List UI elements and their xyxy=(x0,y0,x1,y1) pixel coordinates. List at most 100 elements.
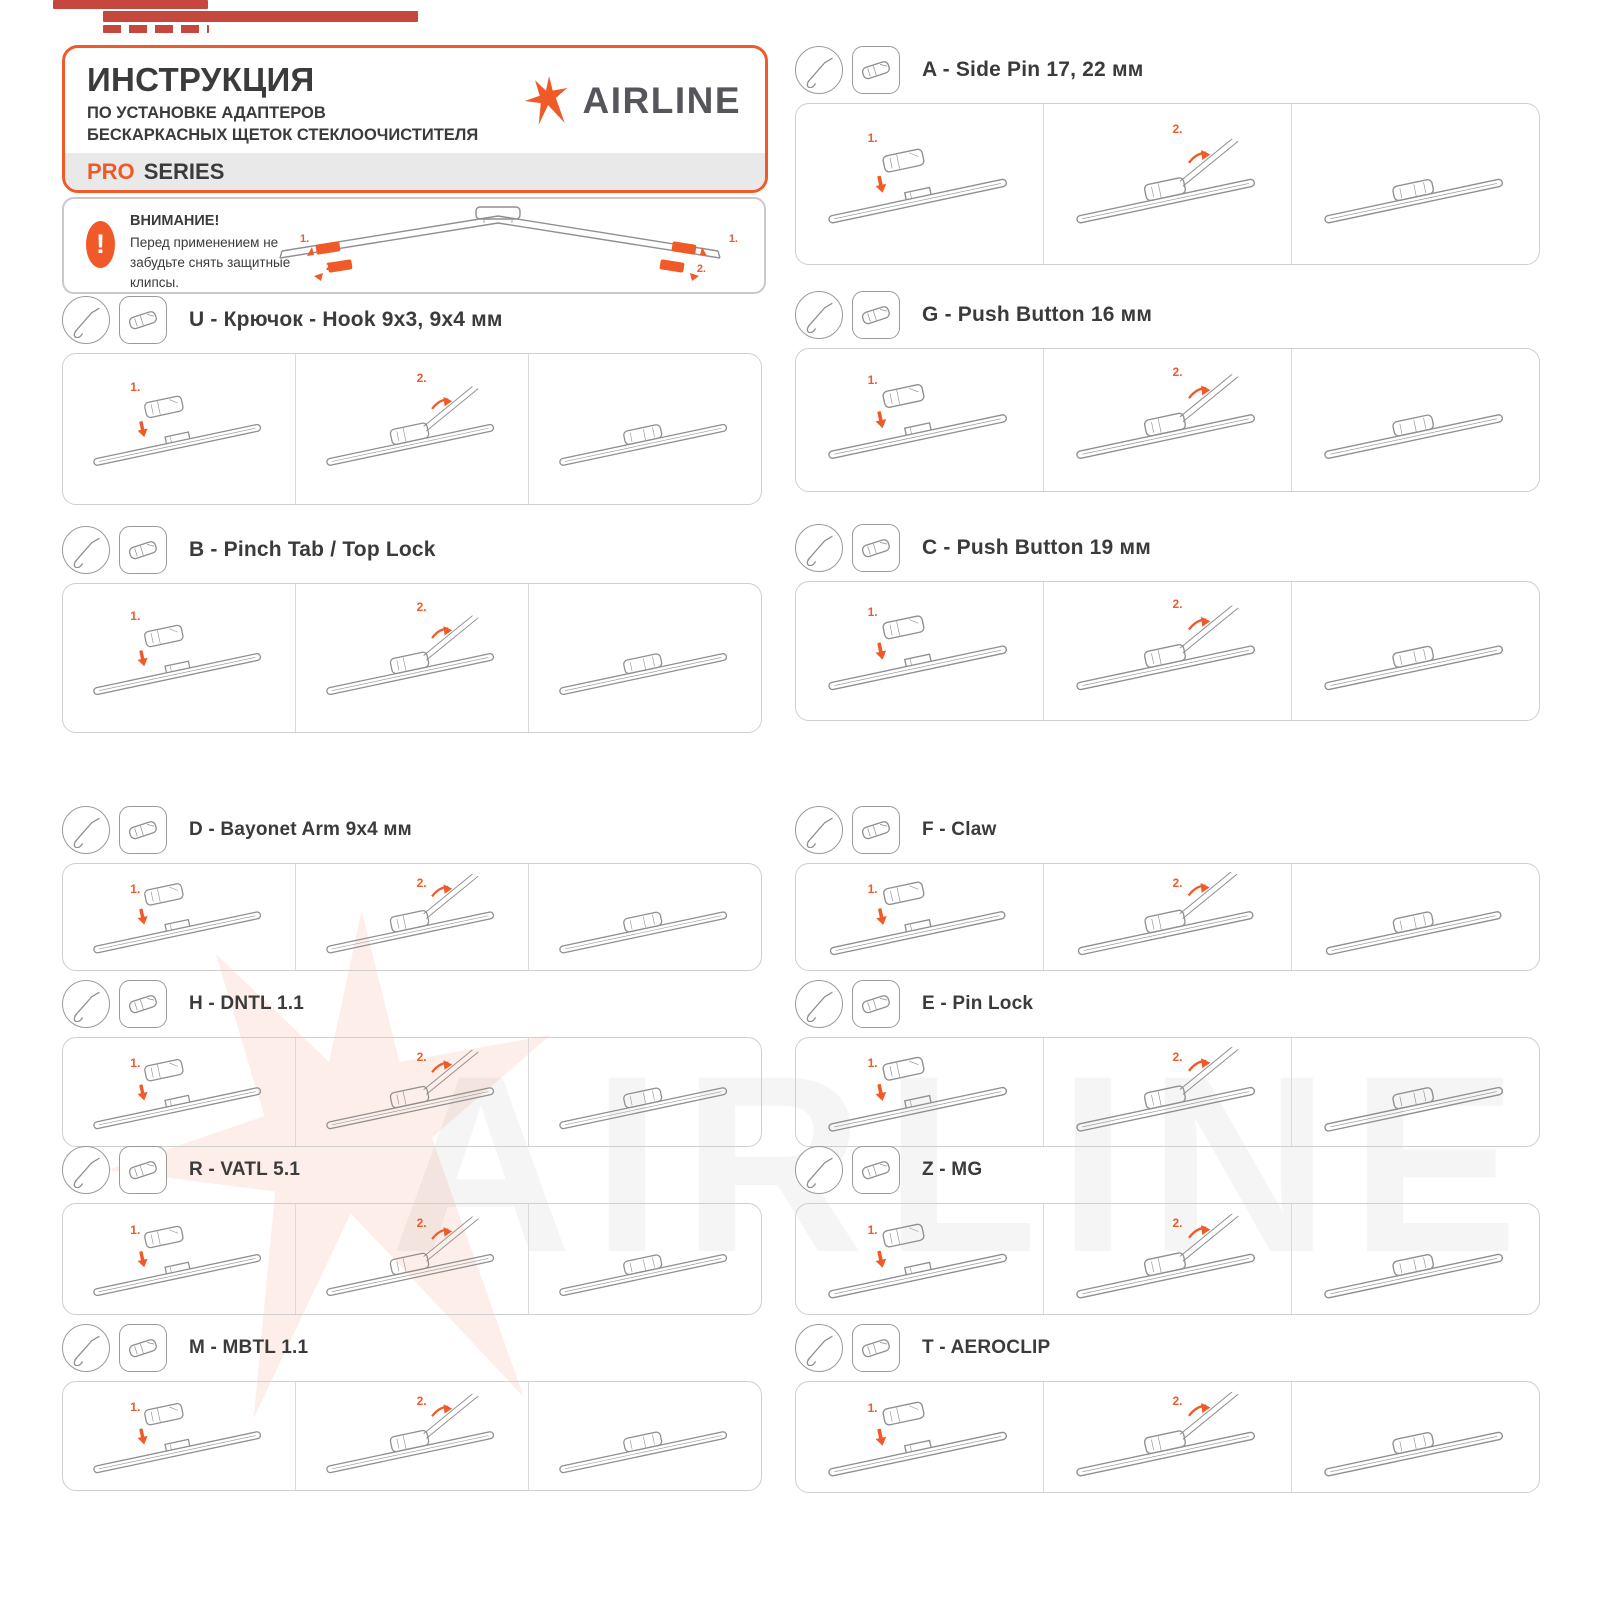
clip-step-number: 2. xyxy=(326,261,336,273)
wiper-arm-icon xyxy=(62,806,110,854)
cropped-print-artifact xyxy=(103,11,418,22)
step-number: 2. xyxy=(1172,364,1183,379)
step-2-illustration: 2. xyxy=(295,354,528,504)
wiper-arm-icon xyxy=(62,296,110,344)
step-2-illustration: 2. xyxy=(1043,104,1291,264)
step-1-illustration: 1. xyxy=(796,1382,1043,1492)
section-b-pinch-tab: B - Pinch Tab / Top Lock 1. 2. xyxy=(62,526,762,733)
brand-text-watermark: AIRLINE xyxy=(390,1024,1538,1305)
clip-step-number: 2. xyxy=(696,263,706,275)
installation-steps-panel: 1. 2. xyxy=(62,583,762,733)
step-number: 2. xyxy=(416,370,427,385)
step-1-illustration: 1. xyxy=(796,104,1043,264)
step-1-illustration: 1. xyxy=(63,1038,295,1146)
step-2-illustration: 2. xyxy=(295,584,528,732)
adapter-icon xyxy=(852,980,900,1028)
step-1-illustration: 1. xyxy=(63,1382,295,1490)
step-1-illustration: 1. xyxy=(796,349,1043,491)
section-title: M - MBTL 1.1 xyxy=(189,1337,309,1358)
step-number: 2. xyxy=(416,1393,427,1408)
warning-line: клипсы. xyxy=(130,275,179,291)
section-g-push-button-16: G - Push Button 16 мм 1. 2. xyxy=(795,291,1540,492)
step-number: 2. xyxy=(416,600,427,615)
series-label: SERIES xyxy=(143,158,225,184)
step-number: 2. xyxy=(1172,1394,1183,1409)
step-3-illustration xyxy=(1291,349,1539,491)
step-3-illustration xyxy=(528,1382,761,1490)
installation-steps-panel: 1. 2. xyxy=(62,353,762,505)
step-number: 1. xyxy=(867,373,878,388)
page-title: ИНСТРУКЦИЯ xyxy=(87,61,315,98)
adapter-icon xyxy=(119,980,167,1028)
step-3-illustration xyxy=(1291,582,1539,720)
section-r-vatl: R - VATL 5.1 1. 2. xyxy=(62,1146,762,1315)
step-2-illustration: 2. xyxy=(295,1038,528,1146)
section-title: U - Крючок - Hook 9x3, 9x4 мм xyxy=(189,308,503,331)
step-1-illustration: 1. xyxy=(63,1204,295,1314)
section-title: D - Bayonet Arm 9x4 мм xyxy=(189,819,412,840)
section-c-push-button-19: C - Push Button 19 мм 1. 2. xyxy=(795,524,1540,721)
page-subtitle-line1: ПО УСТАНОВКЕ АДАПТЕРОВ xyxy=(87,104,326,122)
page-subtitle-line2: БЕСКАРКАСНЫХ ЩЕТОК СТЕКЛООЧИСТИТЕЛЯ xyxy=(87,126,479,145)
step-number: 1. xyxy=(867,1222,878,1237)
section-u-hook: U - Крючок - Hook 9x3, 9x4 мм 1. 2. xyxy=(62,296,762,505)
series-banner: PRO SERIES xyxy=(65,153,765,190)
adapter-icon xyxy=(852,1324,900,1372)
step-3-illustration xyxy=(1291,864,1539,970)
brand-logo: AIRLINE xyxy=(521,75,742,127)
section-e-pin-lock: E - Pin Lock 1. 2. xyxy=(795,980,1540,1147)
adapter-icon xyxy=(852,524,900,572)
step-3-illustration xyxy=(528,864,761,970)
step-2-illustration: 2. xyxy=(295,1204,528,1314)
step-number: 1. xyxy=(867,131,878,146)
adapter-icon xyxy=(119,296,167,344)
step-1-illustration: 1. xyxy=(796,582,1043,720)
wiper-arm-icon xyxy=(795,46,843,94)
wiper-arm-icon xyxy=(62,1324,110,1372)
installation-steps-panel: 1. 2. xyxy=(62,863,762,971)
adapter-icon xyxy=(852,46,900,94)
cropped-print-artifact xyxy=(103,25,209,33)
step-2-illustration: 2. xyxy=(295,1382,528,1490)
installation-steps-panel: 1. 2. xyxy=(62,1037,762,1147)
adapter-icon xyxy=(852,1146,900,1194)
step-number: 2. xyxy=(416,1216,427,1231)
wiper-arm-icon xyxy=(795,524,843,572)
step-number: 2. xyxy=(1172,1049,1183,1064)
step-3-illustration xyxy=(528,354,761,504)
section-title: H - DNTL 1.1 xyxy=(189,993,305,1014)
step-2-illustration: 2. xyxy=(1043,349,1291,491)
step-1-illustration: 1. xyxy=(796,1204,1043,1314)
section-title: G - Push Button 16 мм xyxy=(922,303,1153,326)
series-highlight: PRO xyxy=(87,158,135,184)
wiper-arm-icon xyxy=(795,1146,843,1194)
section-a-side-pin: A - Side Pin 17, 22 мм 1. 2. xyxy=(795,46,1540,265)
step-number: 2. xyxy=(416,1049,427,1064)
section-title: F - Claw xyxy=(922,819,997,840)
step-number: 1. xyxy=(130,609,141,624)
step-3-illustration xyxy=(528,1038,761,1146)
section-title: T - AEROCLIP xyxy=(922,1337,1051,1358)
wiper-arm-icon xyxy=(795,1324,843,1372)
installation-steps-panel: 1. 2. xyxy=(795,103,1540,265)
installation-steps-panel: 1. 2. xyxy=(795,863,1540,971)
step-number: 2. xyxy=(416,875,427,890)
step-number: 1. xyxy=(130,1400,141,1415)
section-m-mbtl: M - MBTL 1.1 1. 2. xyxy=(62,1324,762,1491)
step-1-illustration: 1. xyxy=(796,1038,1043,1146)
clip-step-number: 1. xyxy=(728,233,738,245)
wiper-arm-icon xyxy=(62,526,110,574)
section-title: B - Pinch Tab / Top Lock xyxy=(189,538,436,561)
wiper-arm-icon xyxy=(62,1146,110,1194)
brand-name: AIRLINE xyxy=(582,80,741,121)
title-block: ИНСТРУКЦИЯ ПО УСТАНОВКЕ АДАПТЕРОВ БЕСКАР… xyxy=(87,61,478,147)
step-2-illustration: 2. xyxy=(1043,1038,1291,1146)
section-z-mg: Z - MG 1. 2. xyxy=(795,1146,1540,1315)
step-number: 1. xyxy=(867,882,878,897)
step-number: 1. xyxy=(867,605,878,620)
warning-title: ВНИМАНИЕ! xyxy=(130,213,220,229)
step-number: 2. xyxy=(1172,597,1183,612)
adapter-icon xyxy=(852,291,900,339)
step-number: 1. xyxy=(130,1056,141,1071)
section-f-claw: F - Claw 1. 2. xyxy=(795,806,1540,971)
